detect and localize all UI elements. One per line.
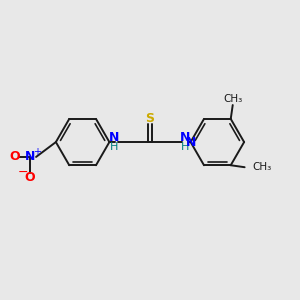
Text: N: N: [179, 130, 190, 144]
Text: S: S: [146, 112, 154, 125]
Text: O: O: [9, 150, 20, 164]
Text: +: +: [33, 147, 41, 157]
Text: N: N: [109, 130, 119, 144]
Text: N: N: [25, 150, 35, 164]
Text: H: H: [110, 142, 118, 152]
Text: CH₃: CH₃: [223, 94, 242, 104]
Text: N: N: [185, 136, 196, 148]
Text: H: H: [181, 142, 189, 152]
Text: CH₃: CH₃: [253, 162, 272, 172]
Text: −: −: [18, 166, 28, 179]
Text: O: O: [25, 171, 35, 184]
